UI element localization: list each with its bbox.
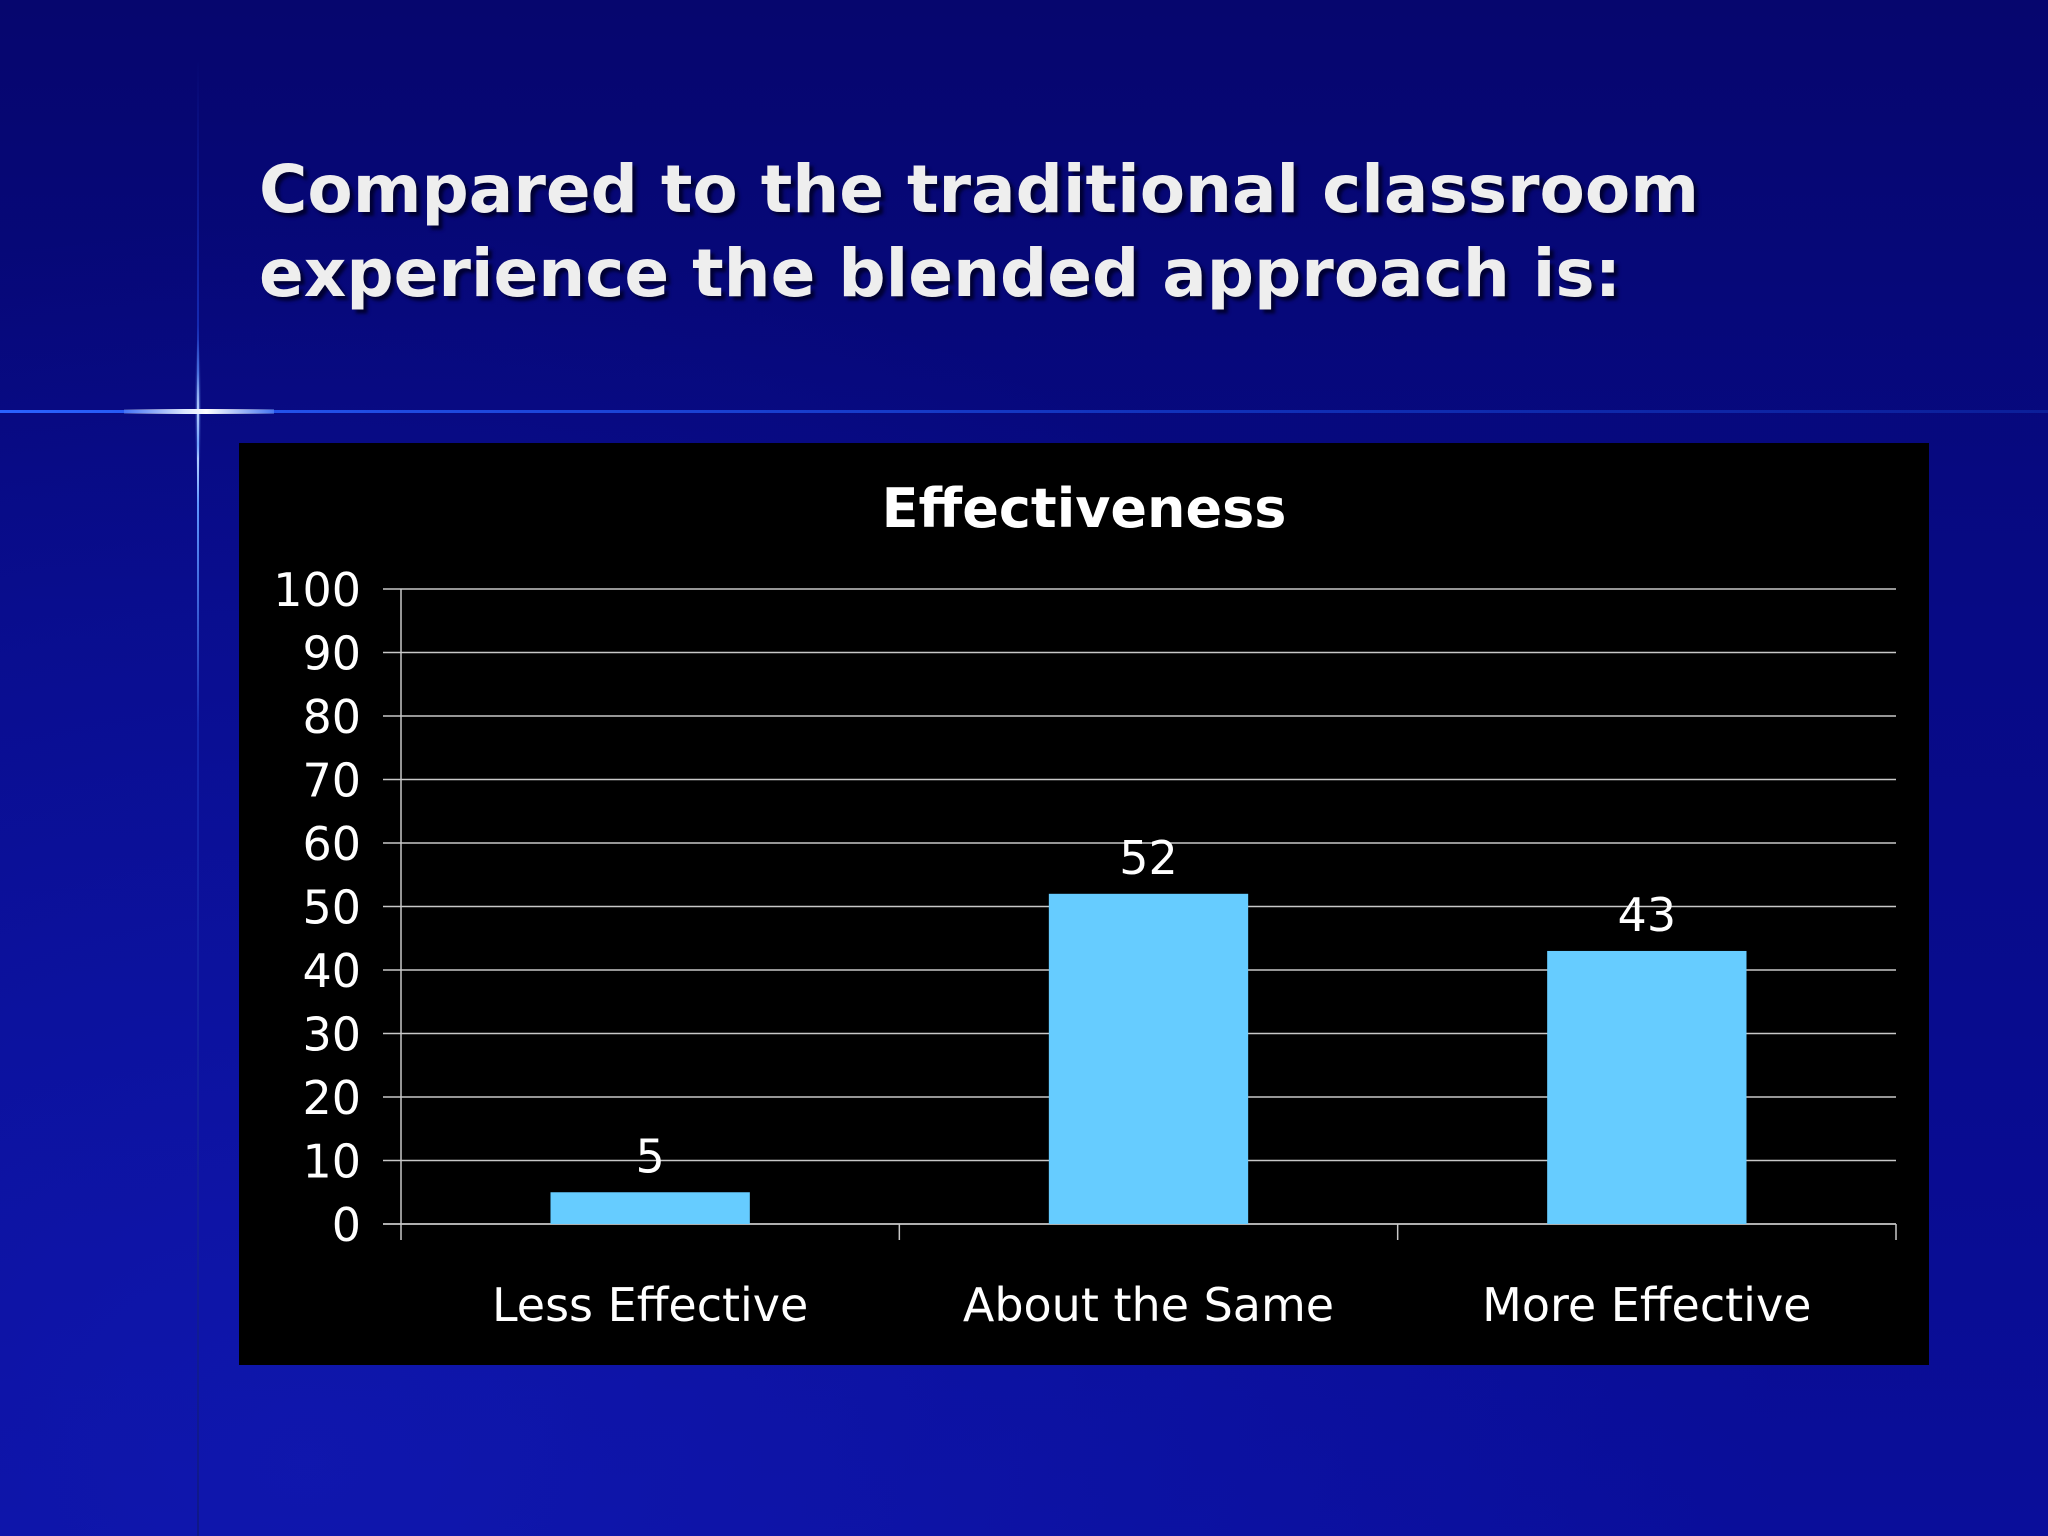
slide-title: Compared to the traditional classroom ex… (259, 148, 1959, 316)
y-tick-label-70: 70 (302, 754, 361, 808)
y-tick-label-80: 80 (302, 690, 361, 744)
y-tick-label-10: 10 (302, 1135, 361, 1189)
data-label-3: 43 (1618, 888, 1677, 942)
category-label-3: More Effective (1482, 1278, 1811, 1332)
y-tick-label-30: 30 (302, 1008, 361, 1062)
data-label-2: 52 (1119, 831, 1178, 885)
data-label-1: 5 (636, 1129, 665, 1183)
bar-2 (1048, 893, 1249, 1224)
y-tick-label-90: 90 (302, 627, 361, 681)
y-tick-label-50: 50 (302, 881, 361, 935)
y-tick-label-0: 0 (332, 1198, 361, 1252)
category-label-1: Less Effective (492, 1278, 808, 1332)
bar-1 (550, 1192, 750, 1224)
slide-title-line-1: Compared to the traditional classroom (259, 151, 1700, 228)
bar-chart: Effectiveness 0 10 20 30 40 50 60 70 80 90 100 5 Les… (273, 477, 1897, 1332)
chart-area: Effectiveness 0 10 20 30 40 50 60 70 80 90 100 5 Les… (239, 443, 1929, 1365)
y-tick-label-100: 100 (273, 563, 361, 617)
chart-title: Effectiveness (882, 477, 1287, 540)
y-tick-label-20: 20 (302, 1071, 361, 1125)
y-tick-label-60: 60 (302, 817, 361, 871)
bar-3 (1547, 950, 1747, 1224)
decorative-vertical-line (197, 60, 199, 1536)
slide-title-line-2: experience the blended approach is: (259, 235, 1622, 312)
decorative-line-highlight (124, 409, 274, 414)
y-tick-label-40: 40 (302, 944, 361, 998)
decorative-horizontal-line (0, 410, 2048, 413)
category-label-2: About the Same (963, 1278, 1334, 1332)
